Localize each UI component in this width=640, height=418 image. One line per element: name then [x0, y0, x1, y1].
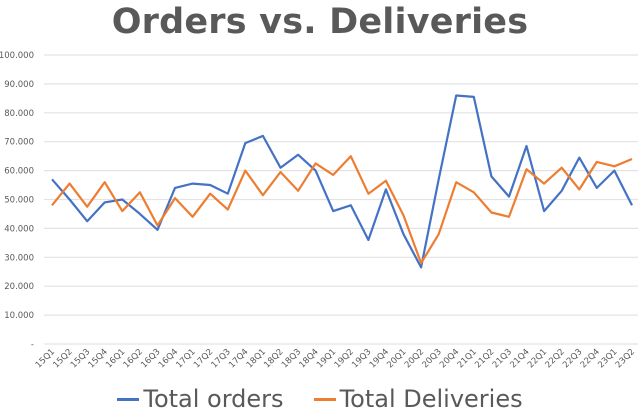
y-tick-label: 80.000 [4, 109, 34, 119]
y-tick-label: 70.000 [4, 138, 34, 148]
chart-title: Orders vs. Deliveries [111, 2, 529, 42]
legend-item-total-deliveries[interactable]: Total Deliveries [313, 385, 523, 413]
legend: Total orders Total Deliveries [0, 385, 640, 413]
legend-swatch-orange-icon [313, 397, 336, 401]
y-tick-label: 20.000 [4, 282, 34, 292]
legend-label: Total Deliveries [339, 385, 523, 413]
y-tick-label: - [31, 340, 34, 350]
line-chart: - 10.000 20.000 30.000 40.000 50.000 60.000 70.… [0, 51, 638, 370]
legend-item-total-orders[interactable]: Total orders [117, 385, 284, 413]
series-line-total-orders [51, 94, 633, 269]
x-tick-label: 23Q2 [614, 347, 637, 370]
y-tick-label: 10.000 [4, 311, 34, 321]
series-lines [51, 94, 633, 269]
y-tick-label: 100.000 [0, 51, 34, 61]
legend-label: Total orders [143, 385, 284, 413]
x-axis-labels: 15Q115Q215Q315Q416Q116Q216Q316Q417Q117Q2… [34, 347, 637, 370]
y-tick-label: 50.000 [4, 196, 34, 206]
legend-swatch-blue-icon [117, 397, 140, 401]
y-tick-label: 60.000 [4, 167, 34, 177]
gridlines [44, 54, 638, 345]
y-axis-labels: - 10.000 20.000 30.000 40.000 50.000 60.000 70.… [0, 51, 34, 350]
y-tick-label: 40.000 [4, 224, 34, 234]
y-tick-label: 30.000 [4, 253, 34, 263]
series-line-total-deliveries [51, 155, 633, 265]
y-tick-label: 90.000 [4, 80, 34, 90]
